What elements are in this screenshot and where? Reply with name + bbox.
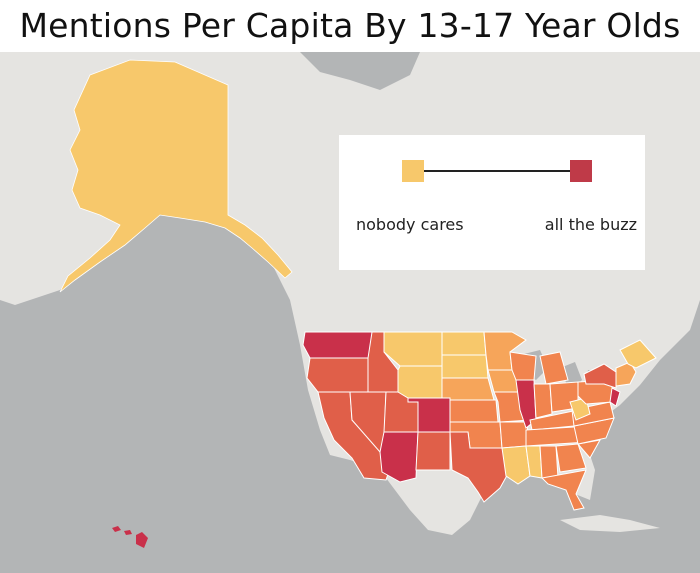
state-louisiana	[501, 445, 531, 485]
state-georgia	[555, 443, 587, 473]
caribbean-land	[560, 515, 660, 532]
state-arizona	[379, 431, 419, 483]
state-north-dakota	[441, 331, 487, 356]
hawaii-island	[112, 526, 148, 548]
state-south-dakota	[441, 354, 489, 379]
choropleth-map	[0, 52, 700, 573]
state-alabama	[539, 445, 559, 479]
page-title: Mentions Per Capita By 13-17 Year Olds	[0, 0, 700, 52]
legend-gradient-line	[424, 170, 570, 172]
legend-high-swatch	[570, 160, 592, 182]
state-new-jersey	[609, 387, 621, 407]
state-kansas	[449, 399, 499, 423]
state-florida	[540, 469, 587, 511]
state-texas	[449, 431, 511, 503]
state-wyoming	[397, 365, 443, 399]
state-wisconsin	[509, 351, 537, 381]
state-washington	[302, 331, 373, 359]
legend-box: nobody cares all the buzz	[339, 135, 645, 270]
legend-low-label: nobody cares	[356, 215, 464, 234]
state-indiana	[533, 383, 553, 419]
greenland-land	[610, 52, 700, 130]
legend-high-label: all the buzz	[544, 215, 637, 234]
state-nebraska	[441, 377, 495, 401]
legend-low-swatch	[402, 160, 424, 182]
state-michigan	[539, 351, 569, 385]
state-alaska	[59, 59, 293, 293]
arctic-water	[300, 52, 420, 90]
state-maine	[619, 339, 657, 369]
state-arkansas	[499, 421, 529, 449]
state-new-york	[583, 363, 617, 389]
state-oregon	[306, 357, 369, 393]
state-new-mexico	[415, 431, 451, 471]
